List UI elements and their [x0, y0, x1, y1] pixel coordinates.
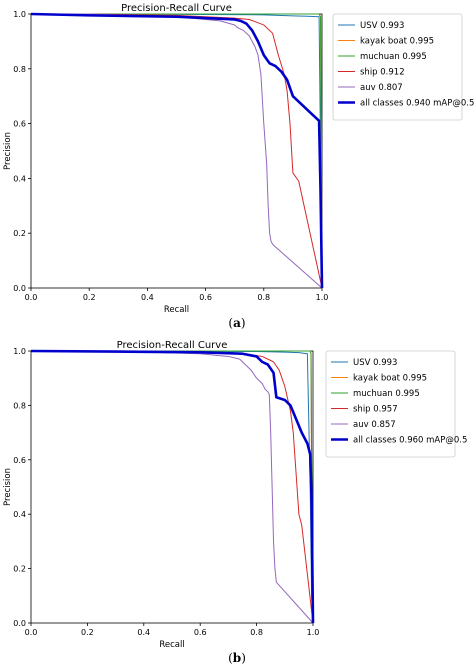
y-tick-label: 0.0 — [13, 619, 26, 628]
series-line-3 — [31, 13, 323, 289]
y-axis-label: Precision — [3, 132, 13, 170]
x-tick-label: 0.2 — [81, 628, 94, 637]
x-tick-label: 0.6 — [199, 293, 212, 302]
x-tick-label: 0.2 — [83, 293, 96, 302]
x-tick-label: 0.0 — [25, 628, 38, 637]
figure-caption: (b) — [228, 651, 246, 665]
y-tick-label: 0.8 — [13, 65, 26, 74]
x-axis-label: Recall — [159, 640, 184, 650]
legend-entry: kayak boat 0.995 — [360, 37, 434, 47]
x-axis-label: Recall — [164, 305, 189, 315]
figure-caption: (a) — [228, 316, 245, 330]
y-tick-label: 0.0 — [13, 284, 26, 293]
legend-box — [332, 13, 463, 121]
legend-entry: kayak boat 0.995 — [353, 374, 427, 384]
legend-entry: all classes 0.960 mAP@0.5 — [353, 436, 467, 446]
y-tick-label: 0.2 — [13, 229, 26, 238]
legend-entry: USV 0.993 — [360, 21, 404, 31]
x-tick-label: 1.0 — [307, 628, 320, 637]
pr-chart-b: 0.0 0.2 0.4 0.6 0.8 1.0 0.0 0.2 0.4 0.6 0.8 1.0 Prec… — [3, 340, 467, 665]
legend: USV 0.993 kayak boat 0.995 muchuan 0.995 sh… — [332, 13, 474, 121]
legend-entry: auv 0.857 — [353, 420, 396, 430]
legend-box — [325, 350, 456, 458]
legend-entry: muchuan 0.995 — [353, 389, 420, 399]
caption-letter: b — [233, 651, 241, 665]
legend: USV 0.993 kayak boat 0.995 muchuan 0.995 sh… — [325, 350, 467, 458]
y-tick-label: 0.2 — [13, 565, 26, 574]
caption-paren-open: ( — [228, 651, 233, 665]
chart-title: Precision-Recall Curve — [117, 340, 228, 351]
x-tick-label: 0.4 — [141, 293, 154, 302]
caption-letter: a — [233, 316, 241, 330]
x-tick-label: 1.0 — [316, 293, 329, 302]
caption-paren-close: ) — [241, 651, 246, 665]
y-axis-label: Precision — [3, 468, 13, 506]
y-tick-label: 1.0 — [13, 347, 26, 356]
series-line-2 — [31, 13, 323, 289]
legend-entry: auv 0.807 — [360, 83, 403, 93]
legend-entry: muchuan 0.995 — [360, 52, 427, 62]
y-tick-label: 1.0 — [13, 10, 26, 19]
pr-chart-a: 0.0 0.2 0.4 0.6 0.8 1.0 0.0 0.2 0.4 0.6 0.8 1.0 Prec… — [3, 3, 474, 330]
caption-paren-open: ( — [228, 316, 233, 330]
y-tick-label: 0.6 — [13, 120, 26, 129]
series-line-5 — [30, 349, 315, 624]
legend-entry: all classes 0.940 mAP@0.5 — [360, 99, 474, 109]
x-tick-label: 0.0 — [25, 293, 38, 302]
y-tick-label: 0.4 — [13, 174, 26, 183]
y-tick-label: 0.6 — [13, 456, 26, 465]
legend-entry: ship 0.912 — [360, 68, 405, 78]
plot-area — [30, 13, 323, 289]
legend-entry: ship 0.957 — [353, 405, 398, 415]
plot-area — [30, 350, 314, 624]
x-tick-label: 0.8 — [250, 628, 263, 637]
y-tick-label: 0.4 — [13, 510, 26, 519]
series-line-5 — [30, 12, 324, 289]
legend-entry: USV 0.993 — [353, 358, 397, 368]
x-tick-label: 0.4 — [137, 628, 150, 637]
y-tick-label: 0.8 — [13, 401, 26, 410]
x-tick-label: 0.6 — [194, 628, 207, 637]
x-tick-label: 0.8 — [257, 293, 270, 302]
caption-paren-close: ) — [241, 316, 246, 330]
series-line-4 — [31, 13, 323, 289]
series-line-4 — [31, 350, 314, 624]
chart-title: Precision-Recall Curve — [121, 3, 232, 14]
